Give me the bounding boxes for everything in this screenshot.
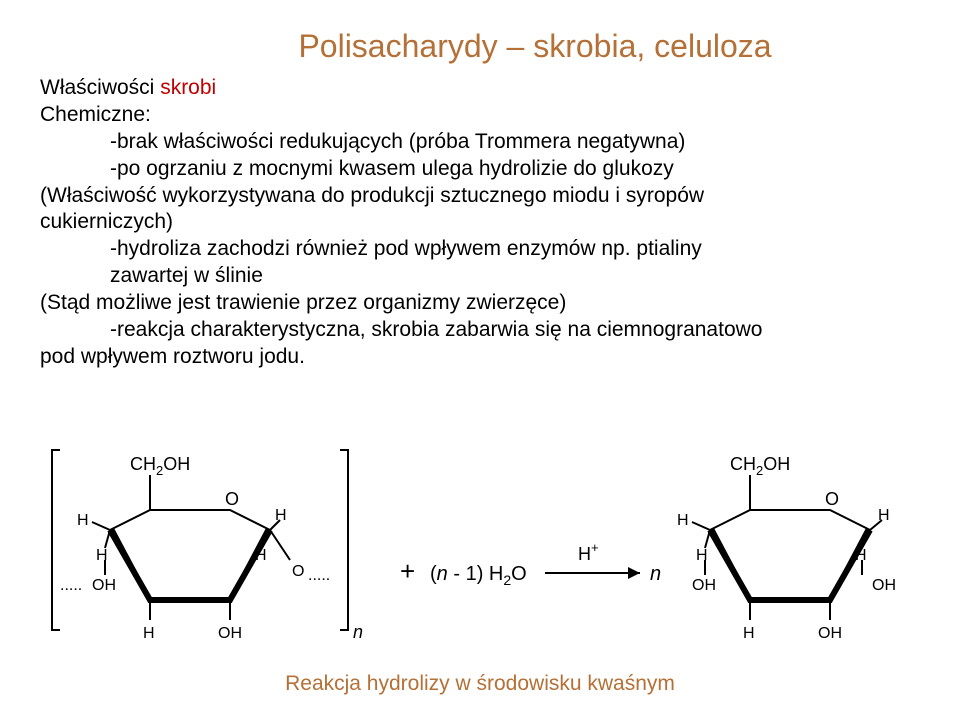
page-title: Polisacharydy – skrobia, celuloza — [150, 28, 920, 65]
right-ring: O CH2OH H H OH H OH H H OH — [677, 454, 896, 642]
plus-sign: + — [400, 556, 415, 586]
r-ch2oh-ch: CH — [730, 454, 756, 474]
n-1-n: n — [437, 563, 448, 585]
dots-left: ..... — [60, 577, 82, 594]
n-1-rest: - 1) H — [448, 563, 504, 585]
hplus-h: H — [578, 544, 591, 564]
bullet-4a: -reakcja charakterystyczna, skrobia zaba… — [110, 317, 920, 344]
hplus-plus: + — [591, 540, 599, 555]
r-oh3: OH — [872, 577, 896, 594]
r-h3: H — [743, 625, 755, 642]
l-h3: H — [143, 625, 155, 642]
heading-text-b: skrobi — [160, 76, 216, 99]
reaction-diagram: n O CH2OH H H OH H OH H H — [0, 420, 960, 670]
l-h5: H — [255, 547, 267, 564]
paren-1b: cukierniczych) — [40, 209, 920, 236]
product-n: n — [650, 563, 661, 585]
dots-right: ..... — [308, 567, 330, 584]
bullet-2: -po ogrzaniu z mocnymi kwasem ulega hydr… — [110, 156, 920, 183]
ring-o-left: O — [225, 489, 239, 509]
link-o: O — [292, 563, 304, 580]
ch2oh-ch: CH — [130, 454, 156, 474]
ch2oh-2: 2 — [156, 463, 163, 478]
bullet-1: -brak właściwości redukujących (próba Tr… — [110, 129, 920, 156]
bracket-n: n — [353, 622, 363, 642]
paren-1a: (Właściwość wykorzystywana do produkcji … — [40, 183, 920, 210]
bullet-4b: pod wpływem roztworu jodu. — [40, 344, 920, 371]
heading-chemical: Chemiczne: — [40, 102, 920, 129]
l-h4: H — [275, 507, 287, 524]
l-oh2: OH — [218, 625, 242, 642]
paren-2: (Stąd możliwe jest trawienie przez organ… — [40, 290, 920, 317]
svg-text:H+: H+ — [578, 540, 599, 564]
r-oh1: OH — [692, 577, 716, 594]
r-oh2: OH — [818, 625, 842, 642]
h2o-2: 2 — [503, 572, 511, 588]
bullet-3b: zawartej w ślinie — [110, 263, 920, 290]
r-h5: H — [855, 547, 867, 564]
ring-o-right: O — [825, 489, 839, 509]
svg-text:CH2OH: CH2OH — [730, 454, 790, 478]
reaction-caption: Reakcja hydrolizy w środowisku kwaśnym — [0, 672, 960, 696]
ch2oh-oh: OH — [163, 454, 190, 474]
heading-properties: Właściwości skrobi — [40, 75, 920, 102]
svg-text:CH2OH: CH2OH — [130, 454, 190, 478]
r-ch2oh-oh: OH — [763, 454, 790, 474]
bullet-3a: -hydroliza zachodzi również pod wpływem … — [110, 236, 920, 263]
r-ch2oh-2: 2 — [756, 463, 763, 478]
svg-text:(n - 1) H2O: (n - 1) H2O — [430, 563, 527, 588]
h2o-o: O — [511, 563, 527, 585]
r-h1: H — [677, 512, 689, 529]
heading-text-a: Właściwości — [40, 76, 160, 99]
l-oh1: OH — [92, 577, 116, 594]
l-h1: H — [77, 512, 89, 529]
left-ring: O CH2OH H H OH H OH H H O ..... ..... — [60, 454, 330, 642]
